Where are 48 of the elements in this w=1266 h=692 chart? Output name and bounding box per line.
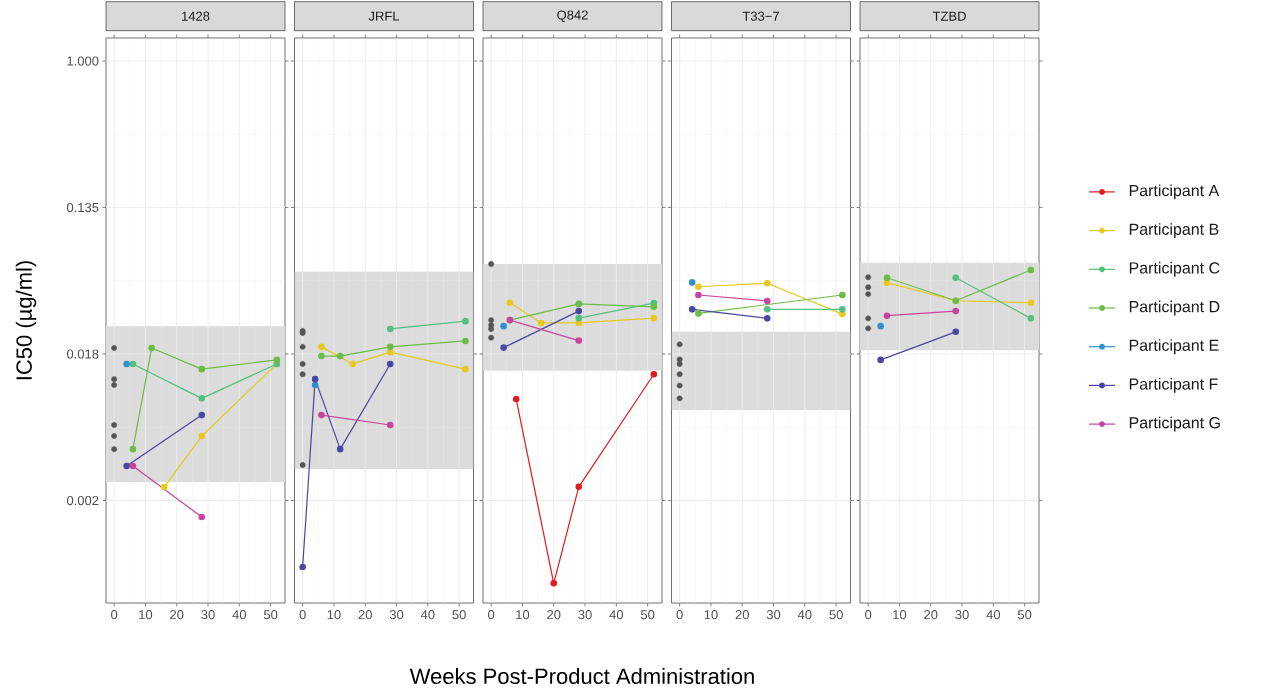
x-tick-label: 40	[986, 610, 1001, 620]
y-axis-title: IC50 (µg/ml)	[15, 261, 37, 380]
legend-label: Participant A	[1129, 184, 1220, 200]
legend-label: Participant F	[1129, 377, 1218, 393]
x-tick-label: 40	[797, 610, 812, 620]
legend-label: Participant G	[1129, 416, 1220, 432]
x-tick-label: 20	[170, 610, 184, 620]
x-tick-label: 20	[735, 610, 749, 620]
x-tick-label: 30	[578, 610, 592, 620]
x-tick-label: 50	[640, 610, 655, 620]
chart-title: TZBD	[932, 11, 966, 21]
x-tick-label: 0	[111, 610, 118, 620]
x-tick-label: 40	[609, 610, 624, 620]
x-tick-label: 0	[299, 610, 306, 620]
x-tick-label: 30	[766, 610, 781, 620]
x-tick-label: 50	[1017, 610, 1032, 620]
x-tick-label: 10	[893, 610, 907, 620]
x-tick-label: 50	[829, 610, 843, 620]
chart-title: T33−7	[742, 11, 779, 21]
x-tick-label: 10	[327, 610, 341, 620]
y-tick-label: 0.002	[66, 495, 99, 506]
x-tick-label: 10	[516, 610, 530, 620]
x-axis-title: Weeks Post-Product Administration	[409, 667, 754, 685]
x-tick-label: 40	[420, 610, 435, 620]
y-tick-label: 0.135	[66, 202, 99, 213]
x-tick-label: 0	[865, 610, 872, 620]
x-tick-label: 30	[389, 610, 404, 620]
x-tick-label: 50	[263, 610, 278, 620]
legend-label: Participant C	[1129, 261, 1220, 277]
x-tick-label: 10	[704, 610, 718, 620]
chart-title: Q842	[557, 10, 588, 22]
x-tick-label: 0	[488, 610, 495, 620]
x-tick-label: 20	[358, 610, 372, 620]
x-tick-label: 30	[201, 610, 215, 620]
x-tick-label: 0	[676, 610, 683, 620]
x-tick-label: 20	[924, 610, 938, 620]
x-tick-label: 30	[955, 610, 969, 620]
x-tick-label: 10	[139, 610, 153, 620]
y-tick-label: 0.018	[66, 349, 99, 359]
chart-title: JRFL	[368, 11, 400, 21]
x-tick-label: 20	[547, 610, 561, 620]
chart-title: 1428	[182, 11, 210, 21]
legend-label: Participant E	[1129, 339, 1219, 355]
y-tick-label: 1.000	[67, 56, 99, 66]
legend-label: Participant D	[1129, 300, 1220, 316]
x-tick-label: 40	[232, 610, 247, 620]
x-tick-label: 50	[452, 610, 466, 620]
legend-label: Participant B	[1129, 223, 1219, 239]
